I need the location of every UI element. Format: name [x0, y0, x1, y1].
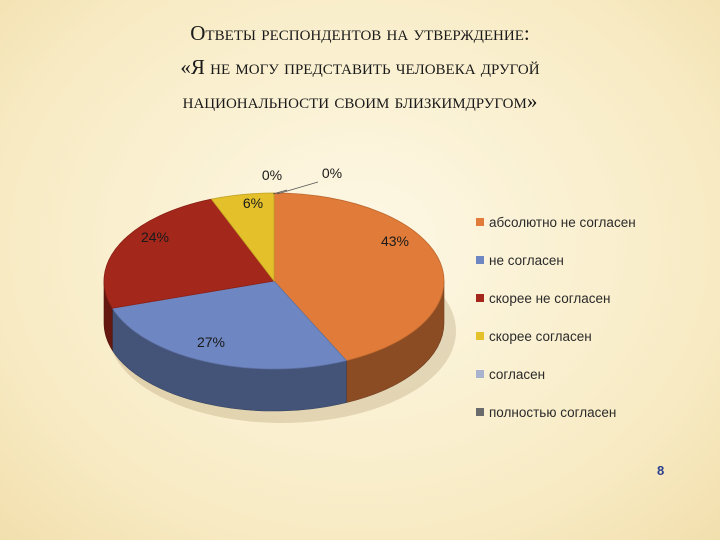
legend-item-0: абсолютно не согласен — [476, 203, 696, 241]
slide-title: Ответы респондентов на утверждение: «Я н… — [60, 16, 660, 118]
legend-swatch-2 — [476, 294, 484, 302]
legend-item-3: скорее согласен — [476, 317, 696, 355]
legend-swatch-3 — [476, 332, 484, 340]
data-label-3: 6% — [243, 195, 263, 211]
data-label-5: 0% — [322, 165, 342, 181]
pie-slice-3 — [210, 192, 275, 283]
legend-label-0: абсолютно не согласен — [489, 214, 636, 230]
legend-label-2: скорее не согласен — [489, 290, 611, 306]
pie-slice-1 — [111, 280, 348, 370]
title-line-1: Ответы респондентов на утверждение: — [190, 21, 530, 45]
data-label-0: 43% — [381, 233, 409, 249]
legend-item-1: не согласен — [476, 241, 696, 279]
title-line-2: «Я не могу представить человека другой — [180, 55, 540, 79]
data-label-1: 27% — [197, 334, 225, 350]
legend-item-2: скорее не согласен — [476, 279, 696, 317]
pie-slice-0 — [273, 192, 445, 362]
legend-item-5: полностью согласен — [476, 393, 696, 431]
legend-label-5: полностью согласен — [489, 404, 617, 420]
legend-swatch-1 — [476, 256, 484, 264]
page-number: 8 — [657, 463, 665, 478]
title-line-3: национальности своим близкимдругом» — [182, 89, 538, 113]
legend-label-4: согласен — [489, 366, 546, 382]
legend-swatch-4 — [476, 370, 484, 378]
legend-swatch-5 — [476, 408, 484, 416]
leader-line-4 — [272, 189, 288, 195]
legend-item-4: согласен — [476, 355, 696, 393]
pie-slice-2 — [103, 198, 275, 309]
legend-label-3: скорее согласен — [489, 328, 592, 344]
legend-swatch-0 — [476, 218, 484, 226]
chart-legend: абсолютно не согласен не согласен скорее н… — [476, 203, 696, 431]
data-label-4: 0% — [262, 167, 282, 183]
leader-line-5 — [276, 181, 319, 195]
data-label-2: 24% — [141, 229, 169, 245]
legend-label-1: не согласен — [489, 252, 564, 268]
